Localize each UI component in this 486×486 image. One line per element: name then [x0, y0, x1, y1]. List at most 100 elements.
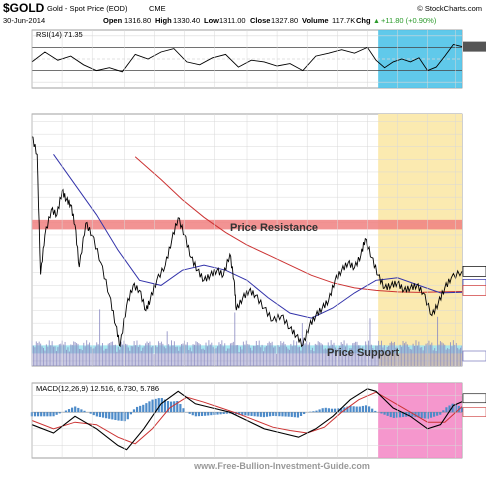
volume-bar	[153, 354, 155, 366]
volume-bar	[275, 353, 277, 366]
macd-histogram-bar	[395, 412, 399, 418]
volume-bar	[196, 342, 198, 366]
support-label: Price Support	[327, 347, 399, 359]
volume-bar	[278, 346, 280, 366]
symbol-name: Gold - Spot Price (EOD)	[47, 4, 128, 13]
macd-histogram-bar	[219, 412, 222, 415]
rsi-panel	[31, 29, 486, 89]
volume-bar	[70, 344, 72, 366]
volume-bar	[112, 341, 114, 366]
macd-histogram-bar	[253, 412, 256, 417]
volume-bar	[432, 350, 434, 366]
macd-histogram-bar	[312, 411, 315, 413]
macd-panel	[30, 382, 486, 459]
volume-bar	[113, 344, 115, 366]
volume-bar	[454, 344, 456, 366]
volume-bar	[362, 346, 364, 366]
macd-histogram-bar	[349, 405, 352, 413]
volume-bar	[326, 349, 328, 366]
macd-histogram-bar	[244, 412, 247, 416]
volume-bar	[120, 341, 122, 366]
ma50-line	[53, 154, 463, 319]
macd-histogram-bar	[225, 412, 228, 414]
volume-bar	[313, 351, 315, 366]
volume-bar	[422, 350, 424, 366]
macd-histogram-bar	[436, 412, 439, 416]
macd-histogram-bar	[262, 412, 266, 418]
macd-histogram-bar	[216, 412, 219, 415]
volume-bar	[238, 351, 240, 366]
volume-bar	[372, 348, 374, 366]
macd-histogram-bar	[352, 406, 355, 413]
volume-bar	[135, 345, 137, 366]
volume-bar	[41, 346, 43, 366]
macd-histogram-bar	[432, 412, 436, 417]
volume-bar	[172, 345, 174, 366]
volume-bar	[188, 349, 190, 366]
volume-bar	[359, 345, 361, 366]
volume-bar	[169, 346, 171, 366]
volume-bar	[353, 342, 355, 366]
volume-bar	[366, 344, 368, 366]
macd-histogram-bar	[324, 407, 327, 413]
macd-histogram-bar	[327, 408, 330, 413]
volume-bar	[104, 348, 106, 366]
volume-bar	[345, 346, 347, 366]
volume-bar	[264, 347, 266, 366]
macd-histogram-bar	[358, 406, 361, 413]
volume-bar	[388, 345, 390, 366]
volume-bar	[152, 345, 154, 366]
macd-histogram-bar	[346, 406, 349, 413]
macd-histogram-bar	[293, 412, 296, 418]
volume-bar	[241, 349, 243, 366]
volume-bar	[458, 349, 460, 366]
close-label: Close	[250, 16, 270, 25]
volume-bar	[257, 345, 259, 366]
rsi-label: RSI(14) 71.35	[36, 30, 83, 39]
volume-bar	[245, 340, 247, 366]
volume-bar	[68, 351, 70, 366]
volume-bar	[267, 343, 269, 366]
volume-bar	[340, 342, 342, 366]
macd-histogram-bar	[460, 407, 463, 413]
macd-histogram-bar	[49, 412, 52, 417]
volume-bar	[290, 343, 292, 366]
close-value: 1327.80	[271, 16, 298, 25]
volume-bar	[84, 346, 86, 366]
volume-bar	[252, 345, 254, 366]
macd-histogram-bar	[299, 412, 303, 416]
volume-bar	[293, 340, 295, 366]
macd-histogram-bar	[120, 412, 123, 421]
volume-bar	[365, 341, 367, 366]
price-highlight	[378, 114, 462, 366]
volume-bar	[40, 343, 42, 366]
volume-bar	[137, 346, 139, 366]
volume-bar	[231, 342, 233, 366]
volume-bar	[50, 345, 52, 366]
volume-bar	[195, 341, 197, 366]
volume-bar	[441, 342, 443, 366]
macd-histogram-bar	[160, 398, 163, 413]
volume-bar	[444, 344, 446, 366]
macd-histogram-bar	[389, 412, 392, 418]
volume-bar	[218, 342, 220, 366]
ma200-line	[134, 156, 463, 293]
volume-bar	[37, 343, 39, 366]
volume-bar	[333, 342, 335, 366]
volume-bar	[94, 346, 96, 366]
volume-bar	[58, 344, 60, 366]
high-label: High	[155, 16, 172, 25]
macd-histogram-bar	[58, 412, 61, 414]
macd-histogram-bar	[445, 407, 448, 413]
volume-label: Volume	[302, 16, 329, 25]
volume-bar	[124, 343, 126, 366]
macd-histogram-bar	[269, 412, 272, 417]
macd-histogram-bar	[80, 409, 83, 413]
macd-histogram-bar	[52, 412, 55, 417]
volume-bar	[393, 341, 395, 366]
volume-bar	[316, 344, 318, 366]
volume-bar	[160, 341, 162, 366]
macd-histogram-bar	[213, 412, 216, 415]
macd-histogram-bar	[250, 412, 253, 416]
volume-bar	[87, 344, 89, 366]
